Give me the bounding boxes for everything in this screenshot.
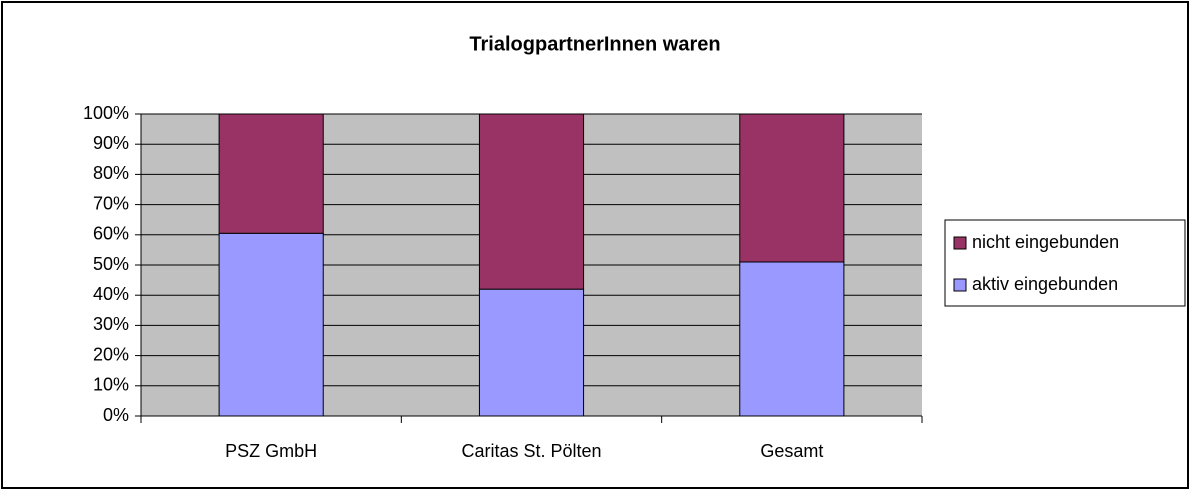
x-tick-label: Gesamt	[760, 441, 823, 461]
y-tick-label: 10%	[93, 375, 129, 395]
y-tick-label: 100%	[83, 103, 129, 123]
y-tick-label: 40%	[93, 284, 129, 304]
y-tick-label: 20%	[93, 344, 129, 364]
bar-segment	[218, 113, 324, 234]
bar-segment	[478, 288, 585, 417]
y-tick-label: 70%	[93, 193, 129, 213]
bar-segment	[739, 261, 845, 417]
legend-label: aktiv eingebunden	[972, 274, 1118, 294]
y-tick-label: 90%	[93, 133, 129, 153]
legend-swatch	[953, 236, 967, 250]
y-tick-label: 0%	[103, 405, 129, 425]
y-tick-label: 30%	[93, 314, 129, 334]
bar-segment	[218, 232, 324, 417]
bar-segment	[478, 113, 585, 290]
bar-segment	[739, 113, 845, 263]
legend-swatch	[953, 278, 967, 292]
y-tick-label: 60%	[93, 224, 129, 244]
chart-title: TrialogpartnerInnen waren	[469, 33, 720, 55]
y-tick-label: 50%	[93, 254, 129, 274]
y-tick-label: 80%	[93, 163, 129, 183]
legend-box	[944, 219, 1186, 307]
legend-label: nicht eingebunden	[972, 232, 1119, 252]
x-tick-label: PSZ GmbH	[225, 441, 317, 461]
x-tick-label: Caritas St. Pölten	[461, 441, 601, 461]
